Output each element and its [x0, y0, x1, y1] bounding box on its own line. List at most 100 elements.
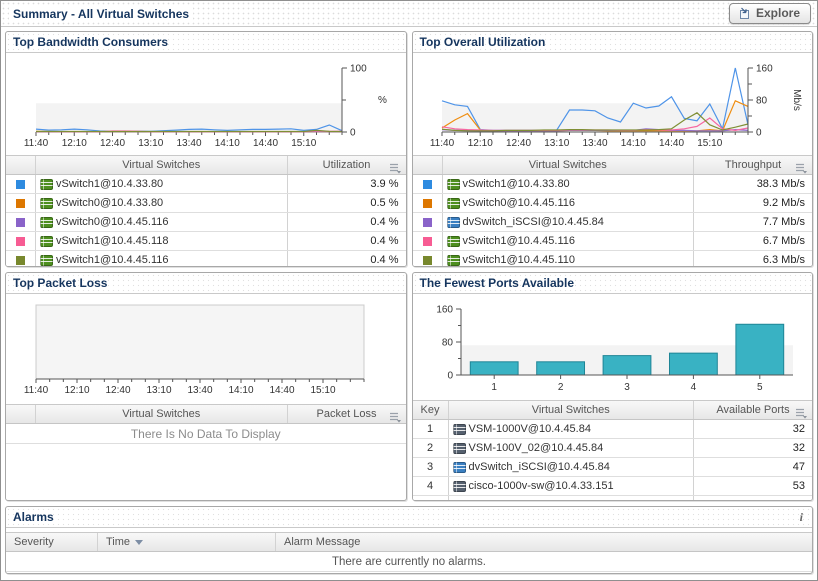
table-row[interactable]: vSwitch1@10.4.45.116 6.7 Mb/s — [412, 232, 812, 251]
table-row[interactable]: 2 VSM-100V_02@10.4.45.84 32 — [412, 439, 812, 458]
table-row[interactable]: vSwitch0@10.4.45.116 9.2 Mb/s — [412, 194, 812, 213]
key-number: 1 — [413, 420, 449, 438]
series-color-swatch — [422, 255, 432, 265]
panel-title: The Fewest Ports Available — [419, 276, 575, 290]
table-row[interactable]: 5 Host80-dvSwitch@10.4.33.151 123 — [412, 496, 812, 500]
name-column-header: Virtual Switches — [36, 156, 288, 174]
switch-name: vSwitch1@10.4.33.80 — [56, 178, 164, 190]
panel-title: Top Bandwidth Consumers — [13, 35, 169, 49]
metric-value: 0.4 % — [370, 235, 399, 247]
table-customizer-icon[interactable] — [388, 159, 402, 177]
dvswitch-icon — [452, 499, 466, 500]
table-row[interactable]: dvSwitch_iSCSI@10.4.45.84 7.7 Mb/s — [412, 213, 812, 232]
table-row[interactable]: vSwitch0@10.4.33.80 0.5 % — [6, 194, 406, 213]
vswitch-icon — [446, 197, 460, 209]
metric-value: 3.9 % — [370, 178, 399, 190]
svg-text:13:10: 13:10 — [138, 138, 163, 149]
empty-space — [6, 444, 406, 500]
series-color-swatch — [16, 236, 25, 246]
svg-text:0: 0 — [756, 128, 762, 139]
panel-top-bandwidth-consumers: Top Bandwidth Consumers 11:40 12:10 12:40 1… — [5, 31, 407, 267]
table-customizer-icon[interactable] — [794, 159, 808, 177]
panel-fewest-ports-available: The Fewest Ports Available 0 80 160 1 2 3 4 5 K… — [411, 272, 813, 501]
panel-title: Alarms — [13, 510, 54, 524]
svg-text:13:40: 13:40 — [583, 138, 608, 149]
time-column-header[interactable]: Time — [98, 533, 276, 551]
name-column-header: Virtual Switches — [449, 401, 694, 419]
swatch-column-header — [413, 156, 443, 174]
ports-bar-chart[interactable]: 0 80 160 1 2 3 4 5 — [417, 301, 807, 395]
switch-name: VSM-1000V@10.4.45.84 — [468, 423, 591, 435]
ports-table: Key Virtual Switches Available Ports 1 V… — [412, 400, 812, 500]
switch-name: vSwitch0@10.4.45.116 — [56, 216, 169, 228]
switch-name: dvSwitch_iSCSI@10.4.45.84 — [468, 461, 610, 473]
table-row[interactable]: vSwitch1@10.4.45.110 6.3 Mb/s — [412, 251, 812, 266]
table-row[interactable]: 1 VSM-1000V@10.4.45.84 32 — [412, 420, 812, 439]
packetloss-chart-area: 11:40 12:10 12:40 13:10 13:40 14:10 14:40 15:10 — [6, 294, 406, 402]
value-column-header: Available Ports — [716, 404, 790, 416]
metric-value: 0.5 % — [370, 197, 399, 209]
metric-value: 0.4 % — [370, 254, 399, 266]
table-row[interactable]: vSwitch1@10.4.45.116 0.4 % — [6, 251, 406, 266]
switch-name: Host80-dvSwitch@10.4.33.151 — [469, 499, 621, 500]
table-customizer-icon[interactable] — [388, 408, 402, 426]
vsm-switch-icon — [452, 442, 466, 454]
series-color-swatch — [422, 217, 432, 227]
svg-text:12:10: 12:10 — [64, 385, 89, 396]
table-row[interactable]: vSwitch1@10.4.45.118 0.4 % — [6, 232, 406, 251]
utilization-line-chart[interactable]: 11:40 12:10 12:40 13:10 13:40 14:10 14:40 15:10… — [416, 60, 808, 150]
switch-name: dvSwitch_iSCSI@10.4.45.84 — [462, 216, 604, 228]
vswitch-icon — [446, 178, 460, 190]
panel-title-bar: Top Packet Loss — [6, 273, 406, 294]
ports-chart-area: 0 80 160 1 2 3 4 5 — [413, 294, 813, 400]
key-number: 5 — [413, 496, 449, 500]
explore-button[interactable]: Explore — [728, 3, 811, 24]
bandwidth-line-chart[interactable]: 11:40 12:10 12:40 13:10 13:40 14:10 14:40 15:10… — [10, 60, 402, 150]
metric-value: 53 — [792, 480, 805, 492]
info-icon[interactable]: i — [799, 509, 803, 524]
table-customizer-icon[interactable] — [794, 404, 808, 422]
vswitch-icon — [40, 235, 53, 247]
svg-text:1: 1 — [492, 382, 498, 393]
svg-text:100: 100 — [350, 64, 367, 75]
svg-text:12:40: 12:40 — [506, 138, 531, 149]
svg-text:13:40: 13:40 — [176, 138, 201, 149]
svg-text:0: 0 — [448, 371, 454, 382]
swatch-column-header — [6, 156, 36, 174]
vswitch-icon — [40, 254, 53, 266]
metric-value: 123 — [694, 496, 812, 500]
table-row[interactable]: 3 dvSwitch_iSCSI@10.4.45.84 47 — [412, 458, 812, 477]
series-color-swatch — [16, 198, 25, 208]
dvswitch-icon — [452, 461, 466, 473]
vswitch-icon — [446, 254, 460, 266]
sort-descending-icon — [135, 539, 144, 545]
table-row[interactable]: vSwitch1@10.4.33.80 3.9 % — [6, 175, 406, 194]
key-column-header: Key — [413, 401, 449, 419]
metric-value: 0.4 % — [370, 216, 399, 228]
svg-text:12:10: 12:10 — [61, 138, 86, 149]
value-column-header: Packet Loss — [316, 408, 377, 420]
series-color-swatch — [422, 236, 432, 246]
svg-text:80: 80 — [442, 338, 454, 349]
no-data-message: There Is No Data To Display — [6, 424, 406, 444]
panel-title-bar: Top Bandwidth Consumers — [6, 32, 406, 53]
switch-name: vSwitch1@10.4.45.118 — [56, 235, 169, 247]
table-row[interactable]: vSwitch0@10.4.45.116 0.4 % — [6, 213, 406, 232]
name-column-header: Virtual Switches — [36, 405, 288, 423]
table-row[interactable]: 4 cisco-1000v-sw@10.4.33.151 53 — [412, 477, 812, 496]
svg-text:14:40: 14:40 — [659, 138, 684, 149]
table-row[interactable]: vSwitch1@10.4.33.80 38.3 Mb/s — [412, 175, 812, 194]
vswitch-icon — [40, 178, 53, 190]
svg-text:14:10: 14:10 — [228, 385, 253, 396]
key-number: 3 — [413, 458, 449, 476]
svg-text:13:10: 13:10 — [544, 138, 569, 149]
switch-name: vSwitch1@10.4.45.110 — [462, 254, 575, 266]
svg-text:5: 5 — [757, 382, 763, 393]
table-header-row: Severity Time Alarm Message — [6, 533, 812, 552]
packetloss-line-chart[interactable]: 11:40 12:10 12:40 13:10 13:40 14:10 14:40 15:10 — [10, 301, 402, 397]
svg-text:12:40: 12:40 — [100, 138, 125, 149]
panel-title-bar: The Fewest Ports Available — [412, 273, 812, 294]
metric-value: 9.2 Mb/s — [762, 197, 805, 209]
svg-text:14:10: 14:10 — [621, 138, 646, 149]
key-number: 4 — [413, 477, 449, 495]
